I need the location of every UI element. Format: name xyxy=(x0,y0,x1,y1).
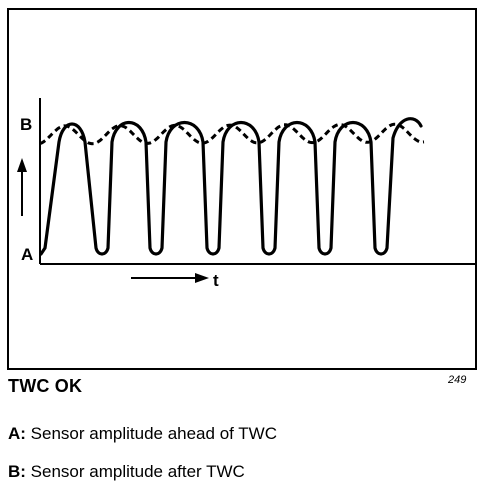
legend-item-b: B: Sensor amplitude after TWC xyxy=(8,462,245,482)
figure-frame xyxy=(7,8,477,370)
legend-item-a: A: Sensor amplitude ahead of TWC xyxy=(8,424,277,444)
amplitude-arrow-icon xyxy=(17,158,27,216)
legend-key-a: A: xyxy=(8,424,26,443)
time-label: t xyxy=(213,271,219,290)
label-b: B xyxy=(20,115,32,134)
figure-caption: TWC OK xyxy=(8,376,83,396)
solid-waveform xyxy=(39,117,423,256)
dashed-waveform xyxy=(39,122,425,146)
figure-number: 249 xyxy=(448,374,467,386)
label-a: A xyxy=(21,245,33,264)
sensor-waveform-diagram: B A t xyxy=(17,98,475,290)
time-arrow-icon xyxy=(131,273,209,283)
legend-text-b: Sensor amplitude after TWC xyxy=(25,462,245,481)
legend-text-a: Sensor amplitude ahead of TWC xyxy=(25,424,277,443)
legend-key-b: B: xyxy=(8,462,26,481)
